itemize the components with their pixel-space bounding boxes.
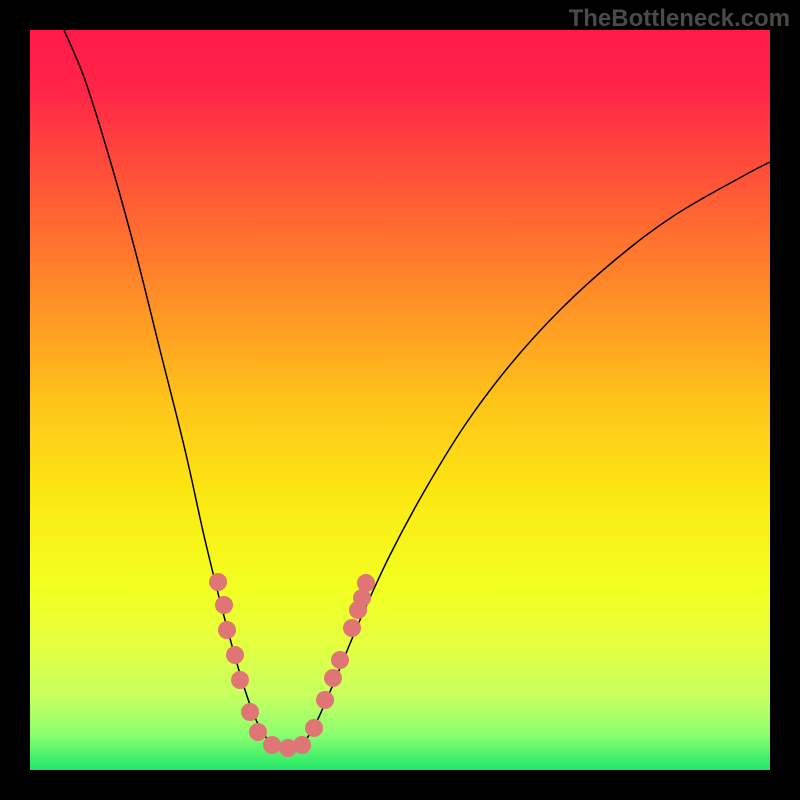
data-marker xyxy=(357,574,375,592)
data-marker xyxy=(249,723,267,741)
data-marker xyxy=(263,736,281,754)
data-marker xyxy=(209,573,227,591)
chart-container: TheBottleneck.com xyxy=(0,0,800,800)
data-marker xyxy=(231,671,249,689)
data-marker xyxy=(241,703,259,721)
data-marker xyxy=(215,596,233,614)
watermark-text: TheBottleneck.com xyxy=(569,5,790,33)
data-marker xyxy=(218,621,236,639)
curve-path xyxy=(300,162,770,748)
data-marker xyxy=(226,646,244,664)
plot-svg xyxy=(0,0,800,800)
data-marker xyxy=(331,651,349,669)
data-marker xyxy=(316,691,334,709)
data-marker xyxy=(343,619,361,637)
data-marker xyxy=(293,736,311,754)
data-marker xyxy=(324,669,342,687)
curve-path xyxy=(64,30,275,748)
data-marker xyxy=(305,719,323,737)
